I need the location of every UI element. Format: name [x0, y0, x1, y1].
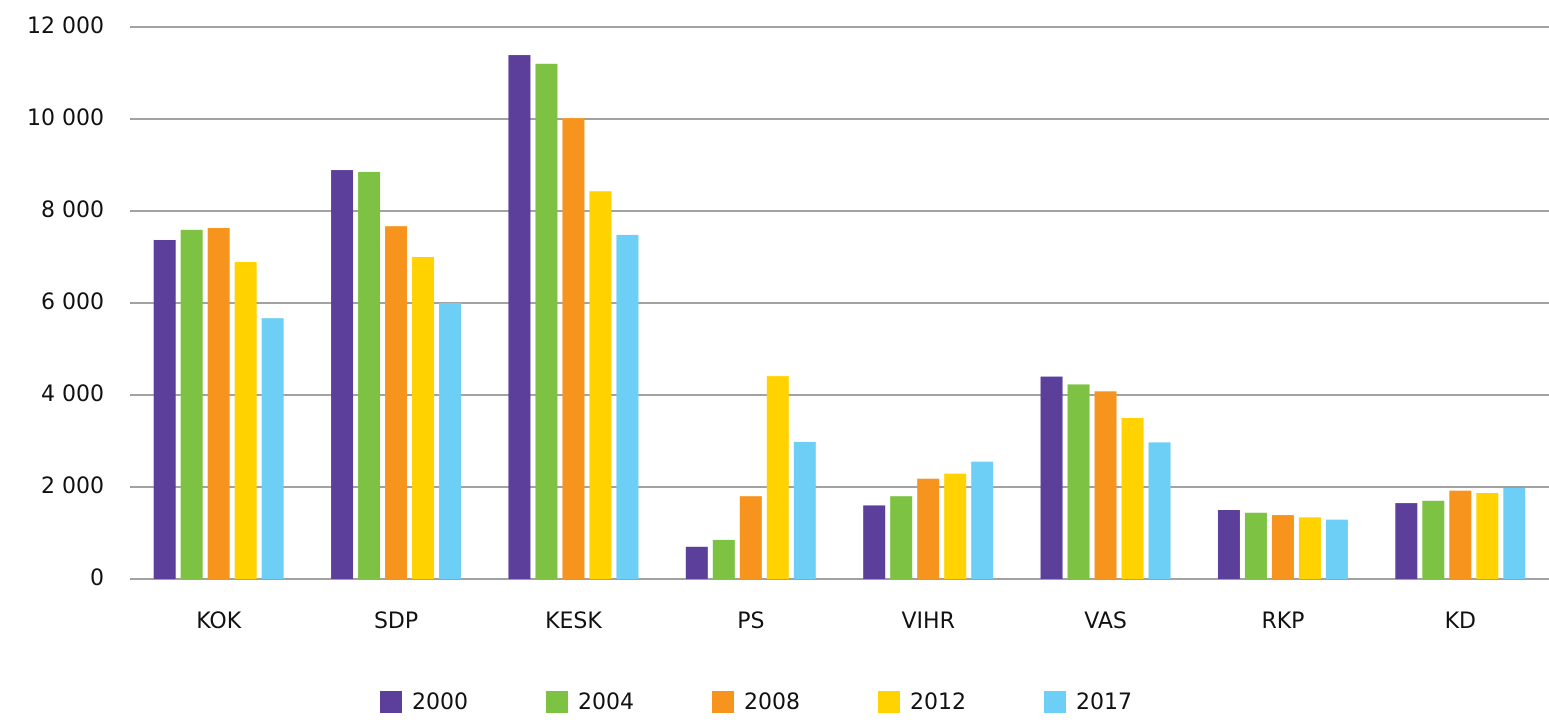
- y-tick-label: 0: [90, 566, 104, 591]
- bar: [1040, 376, 1063, 579]
- bar: [971, 461, 994, 579]
- bar: [766, 376, 789, 579]
- bar: [1298, 517, 1321, 579]
- y-tick-label: 4 000: [41, 382, 104, 407]
- bar: [1121, 418, 1144, 579]
- bar: [1244, 512, 1267, 579]
- legend-swatch: [380, 691, 402, 713]
- bar: [1094, 391, 1117, 579]
- bar: [1271, 515, 1294, 579]
- legend-label: 2000: [412, 690, 468, 715]
- bar: [358, 171, 381, 579]
- x-tick-label: VIHR: [902, 609, 955, 634]
- bar: [589, 191, 612, 579]
- legend-label: 2017: [1076, 690, 1132, 715]
- x-tick-label: RKP: [1261, 609, 1304, 634]
- bar: [685, 546, 708, 579]
- bar: [207, 228, 230, 579]
- legend-label: 2004: [578, 690, 634, 715]
- bar: [1449, 490, 1472, 579]
- bar: [1503, 487, 1526, 579]
- legend-swatch: [878, 691, 900, 713]
- y-tick-label: 2 000: [41, 474, 104, 499]
- bar: [890, 496, 913, 579]
- legend-swatch: [1044, 691, 1066, 713]
- bar: [508, 55, 531, 580]
- bar: [1395, 503, 1418, 579]
- bar: [562, 118, 585, 579]
- y-tick-label: 10 000: [27, 106, 104, 131]
- x-tick-label: KD: [1445, 609, 1476, 634]
- bar: [944, 473, 967, 579]
- bar: [385, 226, 408, 579]
- bar: [1476, 492, 1499, 579]
- bar: [739, 496, 762, 579]
- x-tick-label: PS: [737, 609, 764, 634]
- x-tick-label: KOK: [196, 609, 242, 634]
- bar: [1148, 442, 1171, 579]
- bar: [1217, 510, 1240, 579]
- bar: [153, 239, 176, 580]
- x-tick-label: VAS: [1084, 609, 1127, 634]
- bar: [331, 170, 354, 579]
- bar: [793, 441, 816, 579]
- bar: [616, 234, 639, 580]
- bar: [1067, 384, 1090, 579]
- legend-swatch: [546, 691, 568, 713]
- bar: [412, 257, 435, 579]
- bar: [261, 318, 284, 579]
- bar: [712, 539, 735, 579]
- bar: [535, 63, 558, 580]
- bar: [180, 229, 203, 580]
- bar: [439, 303, 462, 579]
- y-tick-label: 6 000: [41, 290, 104, 315]
- bar: [1325, 519, 1348, 579]
- legend-swatch: [712, 691, 734, 713]
- y-tick-label: 8 000: [41, 198, 104, 223]
- bar: [234, 262, 257, 579]
- y-tick-label: 12 000: [27, 14, 104, 39]
- x-tick-label: KESK: [545, 609, 602, 634]
- bar: [917, 478, 940, 579]
- x-tick-label: SDP: [374, 609, 418, 634]
- legend-label: 2008: [744, 690, 800, 715]
- legend-label: 2012: [910, 690, 966, 715]
- bar: [863, 505, 886, 579]
- bar: [1422, 500, 1445, 579]
